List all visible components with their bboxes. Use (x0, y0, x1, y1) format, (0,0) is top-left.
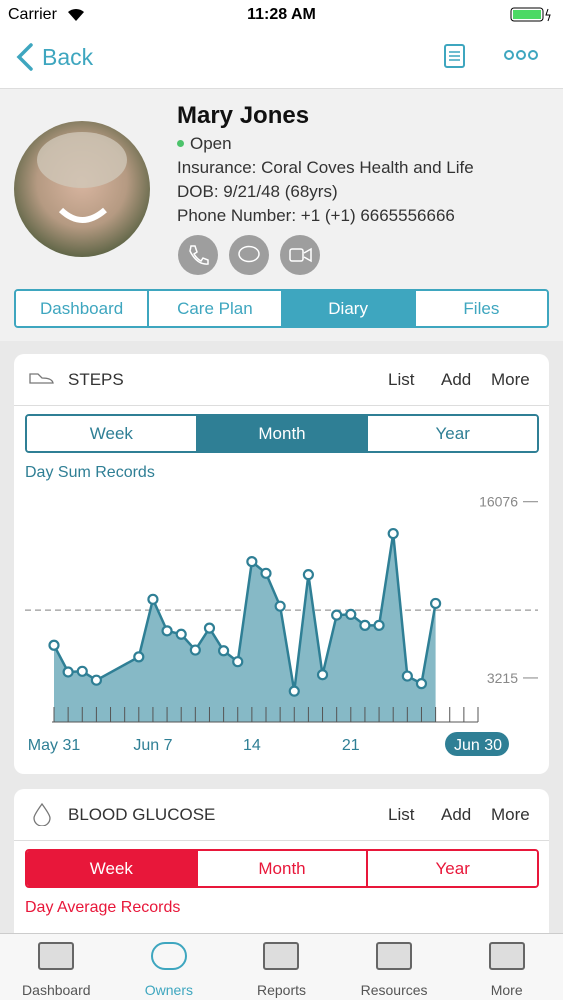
data-point (203, 622, 216, 634)
data-point (316, 669, 329, 681)
segment[interactable]: Diary (280, 291, 414, 326)
drop-icon (33, 802, 51, 826)
segment[interactable]: Month (195, 416, 367, 451)
status-dot (177, 140, 184, 147)
wifi-icon (68, 8, 84, 21)
x-tick-label: May 31 (28, 737, 81, 754)
insurance: Insurance: Coral Coves Health and Life (177, 158, 474, 177)
card-title: BLOOD GLUCOSE (68, 805, 216, 824)
data-point (218, 645, 230, 657)
data-point (373, 619, 385, 631)
divider (14, 405, 549, 406)
card-subtitle: Day Average Records (25, 899, 181, 916)
tab[interactable]: Dashboard (0, 934, 113, 1000)
data-point (90, 674, 103, 686)
segment[interactable]: Files (413, 291, 547, 326)
range-selector: Week Month Year (25, 414, 539, 453)
shoe-icon (29, 373, 54, 384)
y-tick-label: 3215 (487, 670, 518, 686)
data-point (133, 651, 145, 663)
list-action[interactable]: List (388, 370, 415, 389)
segment[interactable]: Week (27, 851, 196, 886)
add-action[interactable]: Add (441, 370, 472, 389)
battery-icon (510, 7, 551, 22)
x-tick-label: 21 (342, 737, 360, 754)
divider (14, 840, 549, 841)
data-point (147, 593, 159, 605)
data-point (302, 569, 314, 581)
tab-icon (376, 942, 413, 970)
tab-icon (38, 942, 75, 970)
data-point (430, 597, 442, 610)
tab-icon (488, 942, 525, 970)
chart-title: Day Sum Records (25, 464, 155, 481)
data-point (415, 678, 428, 690)
dob: DOB: 9/21/48 (68yrs) (177, 182, 338, 201)
data-point (246, 556, 258, 568)
tab-label: More (490, 982, 523, 998)
more-action[interactable]: More (491, 370, 530, 389)
data-point (232, 656, 244, 668)
phone: Phone Number: +1 (+1) 6665556666 (177, 206, 455, 225)
card-title: STEPS (68, 370, 124, 389)
data-point (274, 600, 286, 612)
data-point (359, 619, 371, 631)
data-point (345, 608, 357, 621)
selected-date (445, 732, 509, 756)
notes-icon[interactable] (443, 43, 467, 69)
area (54, 533, 436, 722)
data-point (260, 567, 272, 579)
segment[interactable]: Year (366, 416, 537, 451)
tab[interactable]: More (450, 934, 563, 1000)
data-point (161, 625, 173, 637)
x-tick-label: Jun 30 (454, 737, 502, 754)
more-action[interactable]: More (491, 805, 530, 824)
avatar (14, 121, 150, 257)
data-point (175, 628, 187, 640)
data-point (387, 527, 399, 540)
segment[interactable]: Care Plan (147, 291, 281, 326)
data-point (76, 665, 88, 677)
tab-label: Dashboard (22, 982, 91, 998)
tab-icon (263, 942, 300, 970)
tab-label: Resources (360, 982, 428, 998)
back-button[interactable]: Back (42, 44, 94, 70)
data-point (189, 644, 201, 656)
patient-status: Open (190, 134, 232, 153)
segment[interactable]: Month (195, 851, 367, 886)
tab-label: Owners (144, 982, 193, 998)
list-action[interactable]: List (388, 805, 415, 824)
header (0, 0, 563, 88)
x-tick-label: Jun 7 (133, 737, 172, 754)
tab-icon (150, 942, 187, 970)
data-point (288, 685, 300, 697)
data-point (62, 666, 74, 678)
segment[interactable]: Week (27, 416, 196, 451)
back-chevron[interactable] (14, 42, 38, 72)
tab[interactable]: Resources (338, 934, 451, 1000)
profile-tabs: Dashboard Care Plan Diary Files (14, 289, 549, 328)
data-point (331, 609, 343, 621)
data-point (48, 639, 60, 651)
tab-bar: Dashboard Owners Reports Resources More (0, 933, 563, 1000)
add-action[interactable]: Add (441, 805, 472, 824)
carrier: Carrier (8, 6, 57, 23)
tab[interactable]: Reports (225, 934, 338, 1000)
more-icon[interactable] (504, 48, 538, 62)
segment[interactable]: Year (366, 851, 537, 886)
contact-buttons[interactable] (177, 234, 323, 276)
patient-name: Mary Jones (177, 102, 310, 129)
clock: 11:28 AM (247, 6, 316, 23)
tab[interactable]: Owners (113, 934, 226, 1000)
range-selector: Week Month Year (25, 849, 539, 888)
tab-label: Reports (256, 982, 306, 998)
segment[interactable]: Dashboard (16, 291, 148, 326)
x-tick-label: 14 (243, 737, 261, 754)
y-tick-label: 16076 (479, 494, 518, 510)
steps-chart: 3215 16076 May 31 Jun 7 14 21 Jun 30 (25, 494, 538, 756)
data-point (401, 670, 413, 682)
